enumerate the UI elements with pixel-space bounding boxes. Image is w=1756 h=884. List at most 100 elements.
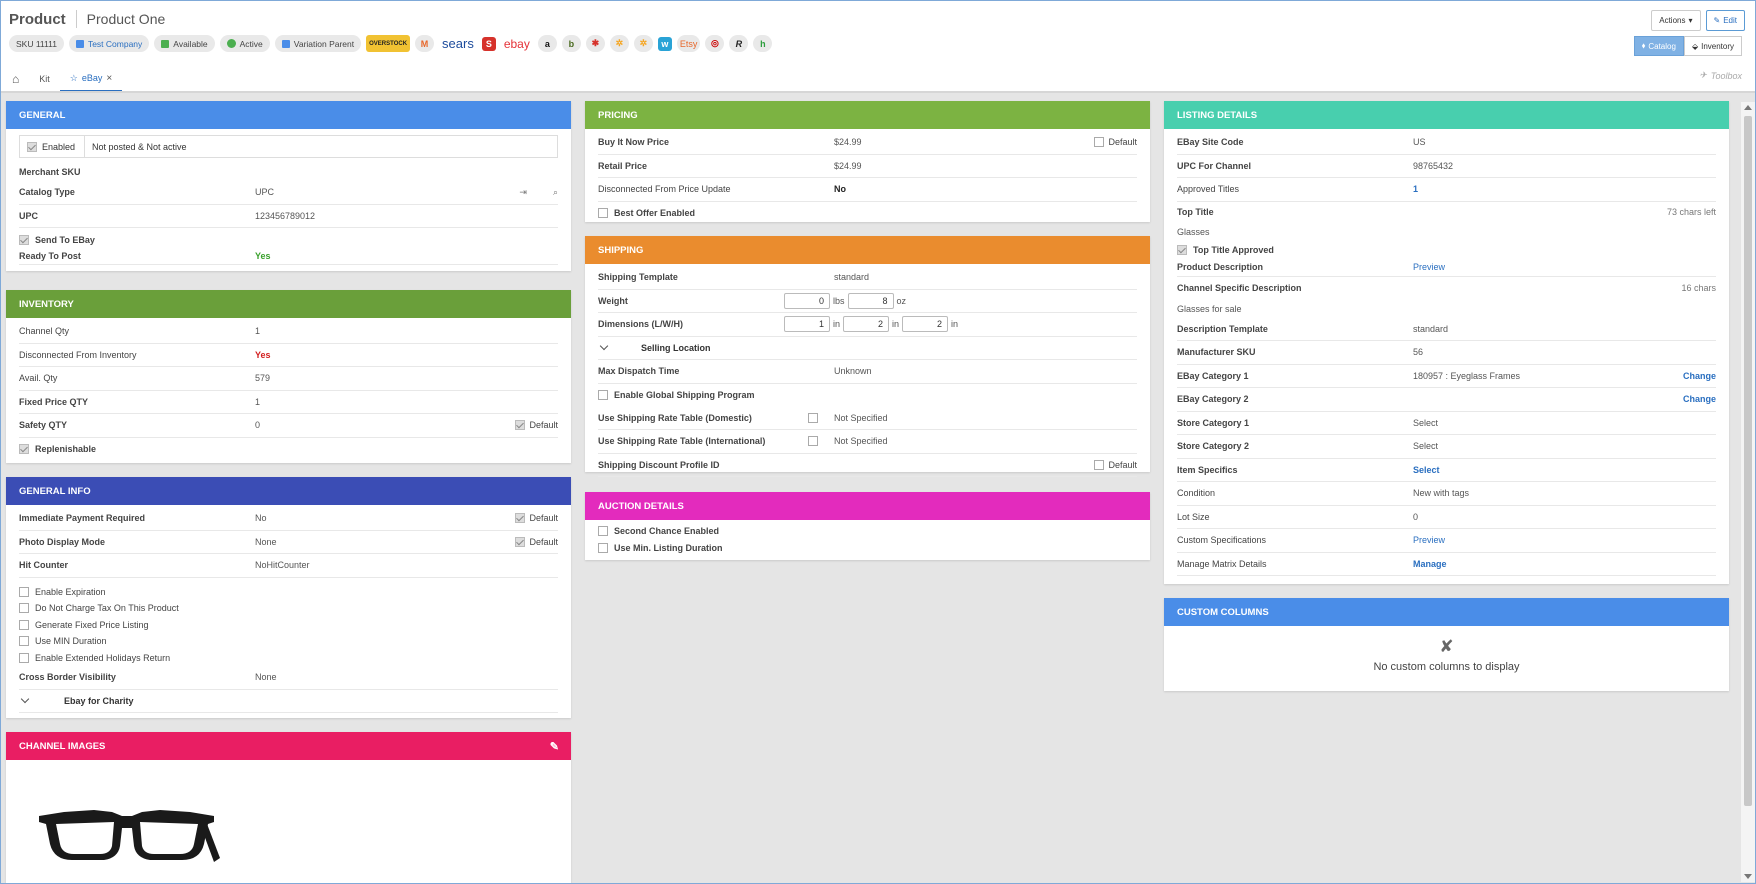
change-category-2-link[interactable]: Change (1682, 394, 1716, 405)
store-category-2-value[interactable]: Select (1413, 441, 1439, 452)
photo-default-checkbox[interactable] (515, 536, 526, 547)
inventory-toggle[interactable]: ⬙ Inventory (1683, 36, 1742, 56)
edit-pencil-icon[interactable]: ✎ (549, 740, 559, 753)
discount-default-checkbox[interactable] (1094, 459, 1105, 470)
holiday-return-checkbox[interactable] (19, 652, 29, 663)
bonanza-channel-icon[interactable]: b (561, 35, 581, 52)
selling-location-toggle[interactable]: Selling Location (598, 337, 1137, 360)
change-category-1-link[interactable]: Change (1682, 370, 1716, 381)
page-title: Product Product One (9, 10, 165, 28)
ready-to-post-label: Ready To Post (19, 251, 81, 261)
houzz-channel-icon[interactable]: h (753, 35, 773, 52)
top-title-value[interactable]: Glasses (1177, 227, 1210, 237)
overstock-channel-icon[interactable]: OVERSTOCK (366, 35, 411, 52)
vertical-scrollbar[interactable] (1741, 102, 1755, 882)
lot-size-value: 0 (1413, 511, 1419, 522)
ready-to-post-value: Yes (255, 251, 271, 261)
magento-channel-icon[interactable]: M (415, 35, 435, 52)
home-icon: ⌂ (12, 72, 20, 86)
badge-bar: SKU 11111 Test Company Available Active … (9, 35, 773, 52)
in-unit: in (892, 319, 900, 330)
edit-button[interactable]: ✎ Edit (1705, 10, 1745, 31)
weight-oz-input[interactable]: 8 (847, 292, 894, 309)
custom-specs-preview[interactable]: Preview (1413, 535, 1446, 546)
item-specifics-label: Item Specifics (1177, 464, 1238, 475)
search-icon[interactable]: ⌕ (552, 186, 558, 197)
ebay-channel-icon[interactable]: ebay (503, 36, 530, 51)
channel-description-chars: 16 chars (1681, 283, 1716, 293)
scrollbar-thumb[interactable] (1744, 116, 1752, 806)
enable-expiration-checkbox[interactable] (19, 586, 29, 597)
chevron-down-icon (599, 342, 609, 351)
wish-channel-icon[interactable]: w (657, 36, 672, 51)
site-code-label: EBay Site Code (1177, 137, 1244, 148)
send-to-ebay-checkbox[interactable] (19, 235, 29, 246)
reverb-channel-icon[interactable]: R (729, 35, 749, 52)
general-panel: GENERAL Enabled Not posted & Not active … (6, 101, 571, 271)
item-specifics-link[interactable]: Select (1413, 464, 1440, 475)
check-circle-icon (226, 39, 236, 48)
tab-divider (1, 91, 1755, 93)
replenishable-checkbox[interactable] (19, 444, 29, 454)
dim-height-input[interactable]: 2 (902, 316, 949, 333)
scroll-down-icon[interactable] (1744, 874, 1752, 879)
rate-domestic-checkbox[interactable] (808, 412, 818, 423)
walmart-ca-channel-icon[interactable]: ✲ (633, 35, 653, 52)
catalog-toggle[interactable]: ⬧ Catalog (1633, 36, 1684, 56)
etsy-channel-icon[interactable]: Etsy (676, 35, 701, 52)
tab-home[interactable]: ⌂ (2, 66, 29, 92)
ebay-category-2-label: EBay Category 2 (1177, 394, 1249, 405)
dim-width-input[interactable]: 2 (843, 316, 890, 333)
product-image[interactable] (34, 802, 220, 875)
condition-label: Condition (1177, 488, 1216, 499)
toolbox-button[interactable]: ✈ Toolbox (1699, 70, 1742, 81)
in-unit: in (833, 319, 841, 330)
shopify-channel-icon[interactable]: S (481, 36, 496, 51)
second-chance-label: Second Chance Enabled (614, 526, 720, 537)
walmart-channel-icon[interactable]: ✲ (609, 35, 629, 52)
amazon-channel-icon[interactable]: a (537, 35, 557, 52)
rate-international-checkbox[interactable] (808, 436, 818, 447)
catalog-type-value: UPC (255, 187, 275, 198)
top-title-approved-checkbox[interactable] (1177, 245, 1187, 255)
best-offer-checkbox[interactable] (598, 207, 608, 218)
rate-domestic-value: Not Specified (834, 412, 888, 423)
bin-default-checkbox[interactable] (1094, 137, 1105, 148)
actions-button[interactable]: Actions ▾ (1651, 10, 1701, 31)
tab-kit[interactable]: Kit (39, 74, 50, 84)
gift-channel-icon[interactable]: ✱ (585, 35, 605, 52)
global-shipping-checkbox[interactable] (598, 390, 608, 400)
weight-lbs-input[interactable]: 0 (784, 292, 830, 309)
approved-titles-link[interactable]: 1 (1413, 184, 1419, 195)
dim-length-input[interactable]: 1 (784, 316, 830, 333)
sears-channel-icon[interactable]: sears (442, 36, 474, 51)
enabled-checkbox[interactable] (27, 141, 37, 152)
active-badge: Active (219, 35, 270, 52)
second-chance-checkbox[interactable] (598, 526, 608, 537)
no-tax-checkbox[interactable] (19, 603, 29, 614)
pricing-header: PRICING (585, 101, 1150, 129)
scroll-up-icon[interactable] (1744, 105, 1752, 110)
immediate-default-checkbox[interactable] (515, 513, 526, 524)
close-icon[interactable]: × (106, 72, 113, 84)
send-to-ebay-label: Send To EBay (35, 235, 95, 246)
product-description-preview[interactable]: Preview (1413, 261, 1446, 272)
company-badge[interactable]: Test Company (68, 35, 150, 52)
import-icon[interactable]: ⇥ (519, 186, 527, 197)
store-category-1-value[interactable]: Select (1413, 417, 1439, 428)
min-duration-checkbox[interactable] (19, 636, 29, 647)
channel-images-panel: CHANNEL IMAGES ✎ (6, 732, 571, 884)
tab-ebay[interactable]: ☆ eBay × (59, 66, 123, 92)
channel-description-value[interactable]: Glasses for sale (1177, 303, 1242, 314)
chevron-down-icon (20, 695, 30, 704)
dimensions-label: Dimensions (L/W/H) (598, 319, 683, 330)
manage-matrix-link[interactable]: Manage (1413, 558, 1447, 569)
matrix-details-label: Manage Matrix Details (1177, 558, 1267, 569)
min-listing-duration-checkbox[interactable] (598, 542, 608, 553)
safety-default-checkbox[interactable] (515, 420, 526, 431)
retail-price-value: $24.99 (834, 160, 862, 171)
fixed-price-listing-checkbox[interactable] (19, 619, 29, 630)
target-channel-icon[interactable]: ◎ (705, 35, 725, 52)
best-offer-label: Best Offer Enabled (614, 207, 696, 218)
ebay-charity-toggle[interactable]: Ebay for Charity (19, 690, 558, 713)
